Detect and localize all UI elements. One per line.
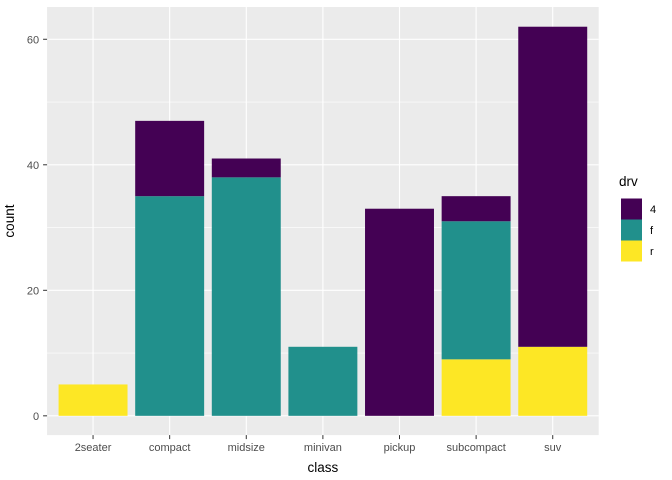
- svg-text:40: 40: [27, 160, 39, 172]
- svg-text:compact: compact: [149, 442, 191, 454]
- svg-text:f: f: [650, 225, 654, 237]
- svg-text:suv: suv: [544, 442, 562, 454]
- svg-text:class: class: [308, 460, 339, 475]
- svg-text:2seater: 2seater: [75, 442, 112, 454]
- svg-text:20: 20: [27, 285, 39, 297]
- svg-text:subcompact: subcompact: [446, 442, 505, 454]
- svg-text:pickup: pickup: [384, 442, 416, 454]
- svg-text:minivan: minivan: [304, 442, 342, 454]
- svg-text:r: r: [650, 246, 654, 258]
- svg-text:0: 0: [33, 411, 39, 423]
- svg-text:midsize: midsize: [228, 442, 265, 454]
- svg-text:count: count: [2, 204, 17, 237]
- svg-text:60: 60: [27, 34, 39, 46]
- svg-text:4: 4: [650, 204, 656, 216]
- svg-text:drv: drv: [619, 174, 638, 189]
